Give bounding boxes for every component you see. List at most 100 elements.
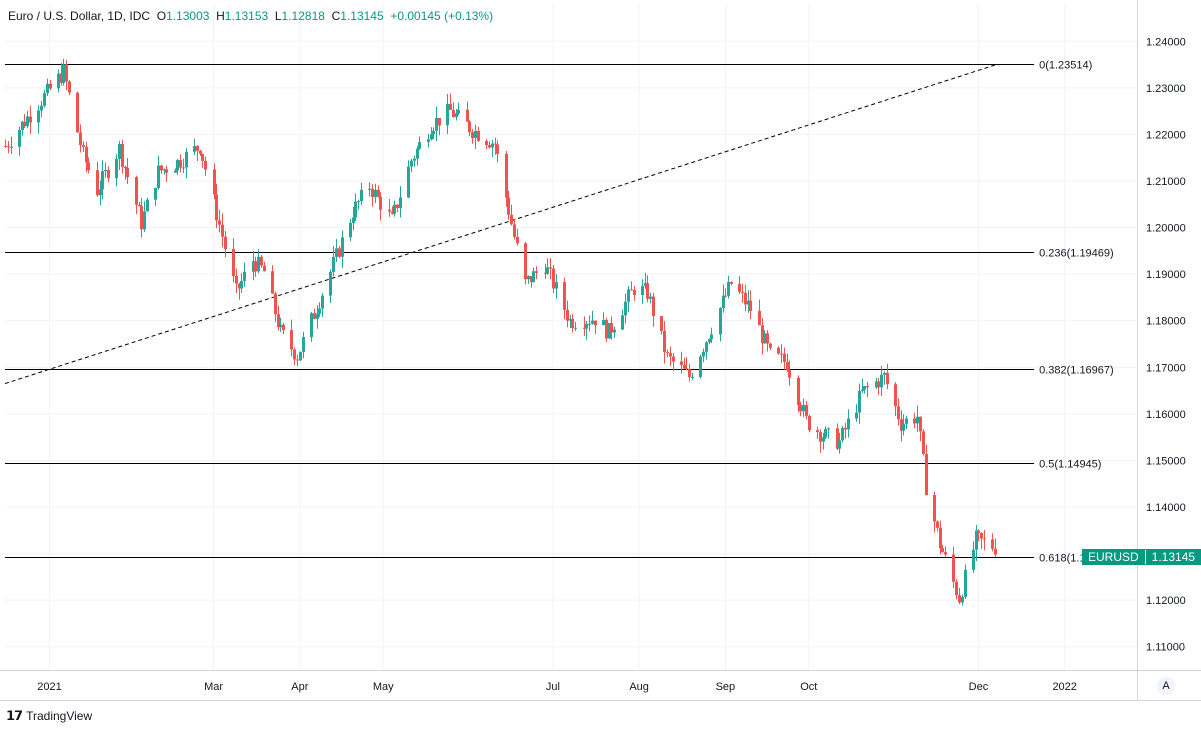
candle-body <box>104 169 107 172</box>
candle-body <box>705 342 708 352</box>
candle-body <box>535 271 538 273</box>
candle-body <box>321 295 324 309</box>
candle-body <box>769 343 772 348</box>
candle-body <box>393 204 396 214</box>
candle-body <box>583 327 586 329</box>
candle-body <box>936 521 939 528</box>
candle-body <box>332 257 335 272</box>
candle-body <box>143 211 146 230</box>
candle-body <box>335 248 338 258</box>
candle-body <box>822 437 825 442</box>
candle-body <box>193 146 196 152</box>
candle-body <box>827 428 830 430</box>
candle-body <box>65 64 68 82</box>
legend-high: 1.13153 <box>224 9 269 23</box>
legend-low-label: L <box>274 9 282 23</box>
candle-body <box>21 121 24 130</box>
candle-body <box>991 539 994 549</box>
candle-body <box>875 381 878 388</box>
candle-body <box>282 324 285 331</box>
candle-body <box>516 236 519 244</box>
tradingview-logo-icon: 𝟭𝟳 <box>6 708 23 723</box>
candle-body <box>571 319 574 329</box>
candle-body <box>302 337 305 352</box>
grid-lines <box>5 4 1137 670</box>
candle-body <box>688 368 691 378</box>
candle-body <box>62 64 65 83</box>
candle-body <box>666 352 669 354</box>
candle-body <box>452 109 455 117</box>
candle-body <box>546 267 549 274</box>
candle-body <box>977 530 980 533</box>
candle-body <box>299 351 302 361</box>
candle-body <box>96 170 99 196</box>
candle-body <box>126 168 129 178</box>
candle-body <box>902 423 905 431</box>
candle-body <box>316 313 319 319</box>
x-tick-label: Dec <box>969 681 989 693</box>
candle-body <box>847 418 850 430</box>
candle-body <box>761 325 764 344</box>
candle-body <box>196 146 199 151</box>
candle-body <box>176 160 179 171</box>
candle-body <box>958 595 961 603</box>
candle-body <box>994 548 997 555</box>
candle-body <box>82 145 85 147</box>
candle-body <box>374 189 377 198</box>
candle-body <box>505 153 508 198</box>
candle-body <box>60 73 63 83</box>
auto-scale-button[interactable]: A <box>1157 677 1175 695</box>
candle-body <box>783 353 786 362</box>
candle-body <box>26 116 29 127</box>
tradingview-logo[interactable]: 𝟭𝟳 TradingView <box>6 708 92 724</box>
symbol-legend: Euro / U.S. Dollar, 1D, IDC O1.13003 H1.… <box>8 9 493 23</box>
candle-body <box>238 283 241 289</box>
candle-body <box>438 117 441 126</box>
candle-body <box>585 323 588 329</box>
candle-body <box>710 334 713 340</box>
candle-body <box>877 381 880 388</box>
candle-body <box>243 271 246 281</box>
candle-body <box>18 129 21 147</box>
y-tick-label: 1.11000 <box>1146 642 1185 654</box>
candle-body <box>691 376 694 378</box>
candle-body <box>552 268 555 289</box>
candle-body <box>886 373 889 385</box>
candle-body <box>802 405 805 412</box>
candle-body <box>290 330 293 350</box>
candle-body <box>797 377 800 406</box>
y-tick-label: 1.19000 <box>1146 269 1186 281</box>
tradingview-brand: TradingView <box>26 709 93 723</box>
candle-body <box>399 197 402 209</box>
candle-body <box>836 428 839 449</box>
candle-body <box>329 271 332 296</box>
x-tick-label: Mar <box>204 681 223 693</box>
candle-body <box>432 130 435 135</box>
candle-body <box>925 453 928 496</box>
candle-body <box>883 373 886 375</box>
candle-body <box>449 103 452 110</box>
candle-body <box>29 116 32 123</box>
candle-body <box>494 143 497 145</box>
candle-body <box>866 386 869 388</box>
candle-body <box>669 353 672 357</box>
candle-body <box>488 145 491 148</box>
candle-body <box>218 220 221 225</box>
candle-body <box>388 209 391 212</box>
candle-body <box>608 323 611 339</box>
candle-body <box>980 532 983 539</box>
candle-body <box>10 146 13 148</box>
candle-body <box>277 314 280 328</box>
legend-symbol: Euro / U.S. Dollar, 1D, IDC <box>8 9 151 23</box>
candle-body <box>352 217 355 223</box>
candle-body <box>730 282 733 284</box>
legend-change: +0.00145 (+0.13%) <box>390 9 494 23</box>
candle-body <box>961 596 964 603</box>
x-tick-label: Oct <box>800 681 817 693</box>
candle-body <box>663 330 666 353</box>
candle-body <box>140 206 143 230</box>
candle-body <box>741 291 744 293</box>
candle-body <box>357 201 360 203</box>
